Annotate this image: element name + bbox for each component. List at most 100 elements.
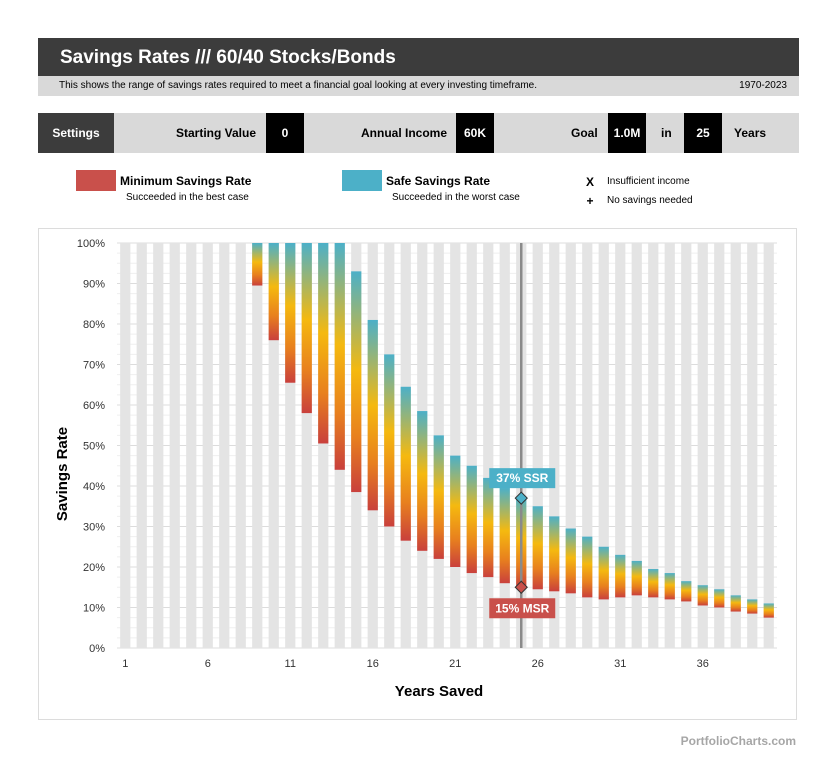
savings-range-bar bbox=[384, 354, 395, 527]
background-bar bbox=[730, 243, 741, 648]
background-bar bbox=[532, 243, 543, 648]
y-tick-label: 40% bbox=[83, 481, 105, 493]
y-tick-label: 60% bbox=[83, 400, 105, 412]
msr-label-box bbox=[489, 598, 556, 619]
footer-brand: PortfolioCharts.com bbox=[680, 734, 796, 748]
safe-swatch bbox=[342, 170, 382, 191]
annual-income-field[interactable]: 60K bbox=[456, 113, 494, 153]
background-bar bbox=[219, 243, 230, 648]
savings-range-bar bbox=[648, 569, 659, 598]
savings-range-bar bbox=[582, 536, 593, 598]
savings-range-bar bbox=[664, 573, 675, 600]
background-bar bbox=[664, 243, 675, 648]
x-axis-label: Years Saved bbox=[395, 683, 483, 700]
ssr-label-box bbox=[489, 468, 556, 489]
savings-range-bar bbox=[334, 243, 345, 470]
goal-label: Goal bbox=[571, 126, 598, 140]
page-title: Savings Rates /// 60/40 Stocks/Bonds bbox=[60, 47, 396, 68]
y-tick-label: 90% bbox=[83, 279, 105, 291]
starting-value-label: Starting Value bbox=[176, 126, 257, 140]
background-bar bbox=[631, 243, 642, 648]
legend-minimum-desc: Succeeded in the best case bbox=[126, 192, 249, 203]
y-tick-label: 30% bbox=[83, 522, 105, 534]
y-tick-label: 20% bbox=[83, 562, 105, 574]
subtitle-bar: This shows the range of savings rates re… bbox=[38, 76, 799, 96]
x-tick-label: 36 bbox=[697, 658, 709, 670]
settings-button[interactable]: Settings bbox=[38, 113, 114, 153]
y-axis-label: Savings Rate bbox=[54, 427, 71, 521]
background-bar bbox=[714, 243, 725, 648]
title-bar: Savings Rates /// 60/40 Stocks/Bonds bbox=[38, 38, 799, 76]
background-bar bbox=[136, 243, 147, 648]
savings-range-bar bbox=[565, 528, 576, 594]
savings-range-bar bbox=[318, 243, 329, 444]
savings-range-bar bbox=[697, 585, 708, 606]
background-bar bbox=[318, 243, 329, 648]
plus-mark-icon: + bbox=[586, 194, 594, 208]
legend-safe-desc: Succeeded in the worst case bbox=[392, 192, 520, 203]
savings-range-bar bbox=[351, 271, 362, 493]
starting-value-field[interactable]: 0 bbox=[266, 113, 304, 153]
years-label: Years bbox=[734, 126, 767, 140]
x-tick-label: 31 bbox=[614, 658, 626, 670]
background-bar bbox=[598, 243, 609, 648]
years-field[interactable]: 25 bbox=[684, 113, 722, 153]
savings-range-bar bbox=[532, 506, 543, 590]
background-bar bbox=[615, 243, 626, 648]
savings-range-bar bbox=[466, 465, 477, 574]
background-bar bbox=[169, 243, 180, 648]
x-tick-label: 26 bbox=[532, 658, 544, 670]
y-tick-label: 10% bbox=[83, 603, 105, 615]
background-bar bbox=[697, 243, 708, 648]
background-bar bbox=[202, 243, 213, 648]
background-bar bbox=[565, 243, 576, 648]
background-bar bbox=[252, 243, 263, 648]
background-bar bbox=[763, 243, 774, 648]
savings-range-bar bbox=[400, 386, 411, 541]
background-bar bbox=[285, 243, 296, 648]
background-bar bbox=[499, 243, 510, 648]
background-bar bbox=[120, 243, 131, 648]
in-label: in bbox=[661, 126, 672, 140]
savings-range-bar bbox=[615, 554, 626, 598]
settings-bar: Settings Starting Value 0 Annual Income … bbox=[38, 113, 799, 153]
y-tick-label: 100% bbox=[77, 238, 105, 250]
x-tick-label: 6 bbox=[205, 658, 211, 670]
savings-range-bar bbox=[252, 243, 263, 286]
legend-minimum-name: Minimum Savings Rate bbox=[120, 174, 252, 188]
background-bar bbox=[235, 243, 246, 648]
background-bar bbox=[648, 243, 659, 648]
x-mark-icon: X bbox=[585, 175, 594, 189]
background-bar bbox=[466, 243, 477, 648]
x-tick-label: 16 bbox=[367, 658, 379, 670]
savings-range-bar bbox=[730, 595, 741, 612]
chart-frame: 0% 10% 20% 30% 40% 50% 60% 70% 80% 90% 100% 1 6 11 16… bbox=[38, 228, 797, 720]
period-label: 1970-2023 bbox=[739, 80, 787, 91]
legend-insufficient-desc: Insufficient income bbox=[607, 176, 690, 187]
x-tick-label: 21 bbox=[449, 658, 461, 670]
annual-income-label: Annual Income bbox=[361, 126, 448, 140]
savings-range-bar bbox=[499, 488, 510, 584]
ssr-label: 37% SSR bbox=[496, 471, 548, 485]
savings-range-bar bbox=[433, 435, 444, 559]
savings-range-bar bbox=[417, 411, 428, 551]
goal-field[interactable]: 1.0M bbox=[608, 113, 646, 153]
savings-range-bar bbox=[483, 477, 494, 578]
legend-no-savings-desc: No savings needed bbox=[607, 195, 693, 206]
ssr-marker bbox=[514, 491, 528, 505]
background-bar bbox=[747, 243, 758, 648]
savings-range-bar bbox=[631, 560, 642, 596]
msr-marker bbox=[514, 580, 528, 594]
x-tick-label: 1 bbox=[122, 658, 128, 670]
legend-safe-name: Safe Savings Rate bbox=[386, 174, 491, 188]
savings-rate-chart: 0%10%20%30%40%50%60%70%80%90%100% 1 6 11 16… bbox=[54, 238, 777, 700]
y-tick-label: 70% bbox=[83, 360, 105, 372]
savings-range-bar bbox=[367, 319, 378, 511]
background-bar bbox=[681, 243, 692, 648]
savings-range-bar bbox=[301, 243, 312, 414]
savings-range-bar bbox=[285, 243, 296, 383]
savings-range-bar bbox=[763, 603, 774, 618]
background-bar bbox=[483, 243, 494, 648]
y-tick-label: 50% bbox=[83, 441, 105, 453]
background-bar bbox=[549, 243, 560, 648]
